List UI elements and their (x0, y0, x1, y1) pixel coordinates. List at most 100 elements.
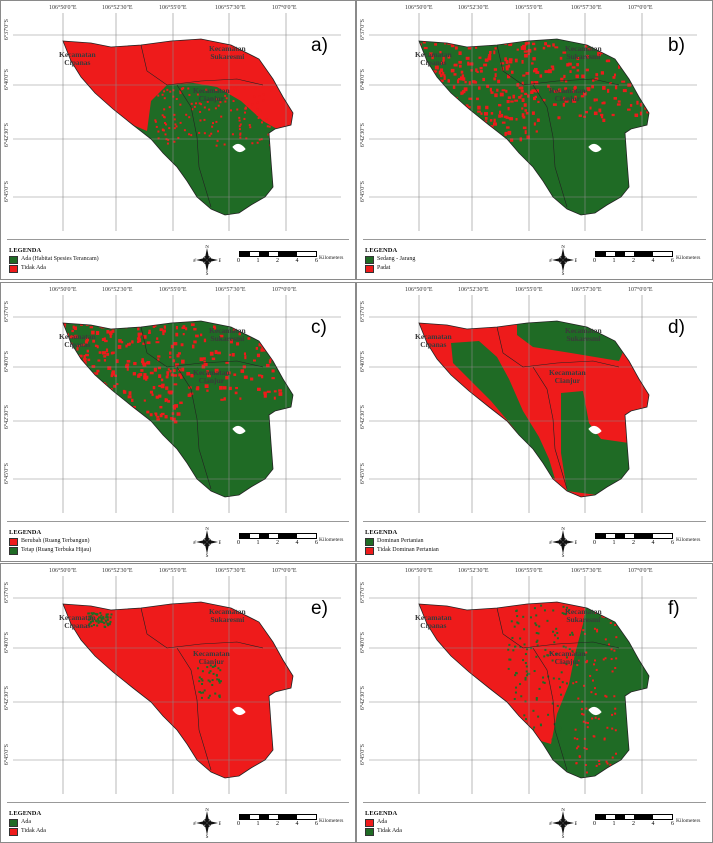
scale-tick: 6 (671, 258, 674, 264)
graticule (369, 576, 697, 794)
place-name-line: Kecamatan (549, 649, 586, 658)
scale-tick: 0 (237, 540, 240, 546)
scale-tick: 1 (612, 821, 616, 827)
compass-letter: W (193, 259, 197, 264)
longitude-label: 106°55'0"E (515, 287, 543, 293)
place-name: Kecamatan Cipanas (415, 333, 452, 349)
subdistrict-boundary (496, 44, 620, 86)
legend-item: Tidak Ada (9, 827, 46, 836)
district-boundary (418, 601, 650, 779)
compass-letter: E (574, 541, 577, 546)
compass-letter: E (218, 259, 221, 264)
panel-label: d) (668, 317, 685, 338)
map-panel: 106°50'0"E 106°52'30"E 106°55'0"E 106°57'30… (356, 282, 713, 562)
compass-letter: S (206, 554, 209, 557)
latitude-label: 6°42'30"S (4, 405, 10, 430)
place-name: Kecamatan Cianjur (193, 369, 230, 385)
place-name: Kecamatan Sukaresmi (565, 327, 602, 343)
legend-label: Tidak Ada (21, 265, 46, 271)
scale-tick: 2 (276, 821, 279, 827)
latitude-label: 6°42'30"S (4, 123, 10, 148)
district-boundary (62, 601, 294, 779)
legend-swatch (365, 255, 374, 264)
legend-swatch (365, 818, 374, 827)
legend-label: Sedang - Jarang (377, 256, 416, 262)
place-name-line: Cipanas (64, 58, 91, 67)
place-name-line: Kecamatan (209, 326, 246, 335)
panel-label: a) (311, 35, 328, 56)
longitude-label: 106°52'30"E (458, 568, 489, 574)
longitude-label: 106°50'0"E (49, 568, 77, 574)
graticule (369, 295, 697, 513)
legend-label: Padat (377, 265, 391, 271)
longitude-label: 106°50'0"E (49, 287, 77, 293)
legend-item: Berubah (Ruang Terbangun) (9, 537, 91, 546)
panel-label: b) (668, 35, 685, 56)
scale-unit: Kilometers (676, 537, 701, 543)
place-name-line: Cipanas (420, 340, 447, 349)
place-name-line: Kecamatan (415, 332, 452, 341)
latitude-label: 6°42'30"S (360, 123, 366, 148)
scale-tick: 6 (671, 821, 674, 827)
lake (232, 706, 246, 716)
longitude-label: 106°57'30"E (571, 287, 602, 293)
scale-unit: Kilometers (319, 818, 344, 824)
latitude-label: 6°37'0"S (360, 582, 366, 604)
legend: LEGENDA Dominan Pertanian Tidak Dominan Pe… (365, 528, 439, 555)
place-name-line: Kecamatan (565, 607, 602, 616)
longitude-label: 106°50'0"E (405, 5, 433, 11)
place-name: Kecamatan Cipanas (415, 51, 452, 67)
latitude-label: 6°45'0"S (360, 181, 366, 203)
latitude-label: 6°40'0"S (4, 69, 10, 91)
legend-title: LEGENDA (365, 247, 398, 254)
place-name-line: Kecamatan (59, 50, 96, 59)
panel-label: e) (311, 598, 328, 619)
legend: LEGENDA Ada Tidak Ada (9, 809, 46, 836)
place-name-line: Cipanas (64, 340, 91, 349)
map-canvas (13, 295, 341, 513)
latitude-label: 6°40'0"S (360, 351, 366, 373)
legend-title: LEGENDA (9, 810, 42, 817)
compass-letter: S (562, 835, 565, 838)
compass-letter: E (218, 822, 221, 827)
place-name-line: Cipanas (420, 58, 447, 67)
longitude-label: 106°57'30"E (571, 5, 602, 11)
scale-tick: 0 (593, 821, 596, 827)
north-arrow-icon: N S W E (193, 527, 221, 557)
north-arrow-icon: N S W E (549, 527, 577, 557)
longitude-label: 106°52'30"E (458, 5, 489, 11)
legend-title: LEGENDA (365, 529, 398, 536)
scale-unit: Kilometers (676, 818, 701, 824)
scale-tick: 2 (632, 540, 635, 546)
scale-bar: 0 1 2 4 6 (593, 251, 674, 265)
compass-letter: N (205, 527, 209, 532)
compass-letter: N (205, 808, 209, 813)
place-name-line: Sukaresmi (210, 334, 245, 343)
longitude-label: 106°52'30"E (102, 568, 133, 574)
longitude-label: 107°0'0"E (272, 568, 297, 574)
longitude-label: 106°50'0"E (49, 5, 77, 11)
place-name: Kecamatan Cipanas (59, 614, 96, 630)
place-name-line: Kecamatan (549, 368, 586, 377)
place-name: Kecamatan Cianjur (549, 87, 586, 103)
scale-tick: 1 (256, 821, 260, 827)
subdistrict-boundary (140, 607, 264, 649)
legend-item: Padat (365, 264, 415, 273)
legend-item: Tidak Ada (9, 264, 99, 273)
map-panel: 106°50'0"E 106°52'30"E 106°55'0"E 106°57'30… (356, 563, 713, 843)
compass-letter: N (205, 245, 209, 250)
longitude-label: 106°50'0"E (405, 287, 433, 293)
latitude-label: 6°37'0"S (4, 301, 10, 323)
latitude-label: 6°45'0"S (360, 463, 366, 485)
compass-letter: E (218, 541, 221, 546)
legend-item: Ada (365, 818, 402, 827)
legend-swatch (365, 546, 374, 555)
legend-item: Tidak Dominan Pertanian (365, 546, 439, 555)
latitude-label: 6°40'0"S (360, 632, 366, 654)
scale-tick: 2 (276, 258, 279, 264)
longitude-label: 106°52'30"E (458, 287, 489, 293)
legend-swatch (9, 818, 18, 827)
compass-letter: S (206, 272, 209, 275)
place-name-line: Kecamatan (193, 649, 230, 658)
scale-tick: 2 (632, 821, 635, 827)
